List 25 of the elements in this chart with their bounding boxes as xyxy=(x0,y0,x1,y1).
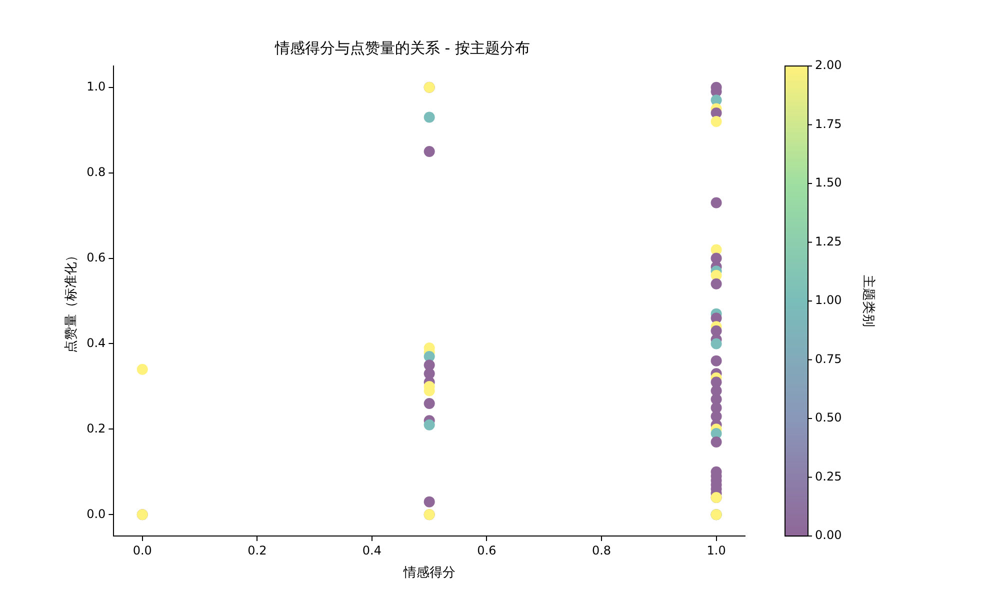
color-bar-label: 1.25 xyxy=(815,234,842,248)
color-bar-label: 0.25 xyxy=(815,469,842,484)
y-tick-label: 0.2 xyxy=(86,421,106,436)
color-bar-label: 1.50 xyxy=(815,176,842,190)
chart-title: 情感得分与点赞量的关系 - 按主题分布 xyxy=(274,38,530,57)
x-tick-label: 0.4 xyxy=(362,543,382,558)
y-tick-label: 0.0 xyxy=(86,506,106,521)
x-tick-label: 0.8 xyxy=(592,543,612,558)
y-tick-label: 0.8 xyxy=(86,164,106,179)
x-axis-title: 情感得分 xyxy=(402,566,456,581)
x-tick-label: 0.2 xyxy=(248,543,267,558)
x-tick-label: 0.6 xyxy=(477,543,496,558)
color-bar-title: 主题类别 xyxy=(860,275,877,327)
y-tick-label: 0.4 xyxy=(86,336,106,350)
color-bar-label: 1.75 xyxy=(815,116,842,131)
y-tick-label: 0.6 xyxy=(86,250,106,264)
y-axis-title: 点赞量（标准化） xyxy=(64,249,80,353)
color-bar-label: 2.00 xyxy=(815,58,842,72)
x-tick-label: 1.0 xyxy=(706,543,726,558)
color-bar-label: 0.00 xyxy=(815,528,842,542)
y-tick-label: 1.0 xyxy=(86,79,106,94)
color-bar-label: 0.50 xyxy=(815,410,842,425)
color-bar-label: 1.00 xyxy=(815,293,842,308)
color-bar-label: 0.75 xyxy=(815,352,842,366)
x-tick-label: 0.0 xyxy=(132,543,152,558)
